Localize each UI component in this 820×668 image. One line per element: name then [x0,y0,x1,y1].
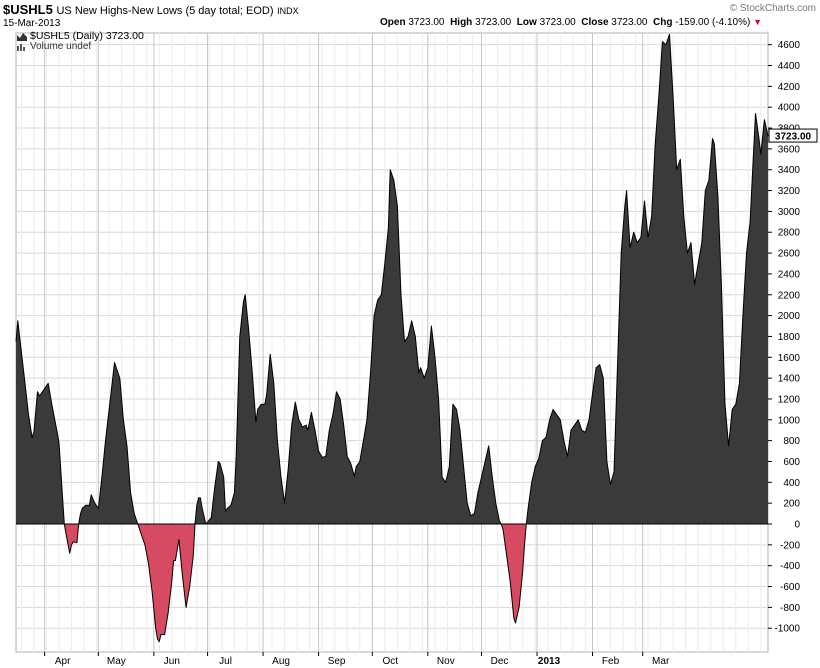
chart-date: 15-Mar-2013 [3,18,61,29]
y-tick-label: 3600 [778,144,801,155]
high-label: High [450,17,473,28]
y-tick-label: -200 [780,540,800,551]
y-tick-label: 2400 [778,269,801,280]
x-tick-label: Jun [164,656,180,667]
y-tick-label: 1400 [778,374,801,385]
y-tick-label: 2200 [778,290,801,301]
y-tick-label: -400 [780,561,800,572]
area-series [15,33,769,643]
y-tick-label: 800 [783,436,800,447]
x-axis-labels: Apr May Jun Jul Aug Sep Oct Nov Dec 2013 Feb Mar [55,656,670,667]
x-tick-label: Nov [437,656,455,667]
y-tick-label: 4000 [778,103,801,114]
x-tick-label: Aug [272,656,290,667]
x-tick-label: Dec [491,656,509,667]
chart-title: $USHL5 US New Highs-New Lows (5 day tota… [3,2,299,17]
positive-area [205,169,502,524]
volume-legend-label: Volume undef [30,41,92,52]
y-tick-label: 3000 [778,207,801,218]
close-value: 3723.00 [611,17,648,28]
x-tick-label: Sep [328,656,346,667]
y-tick-label: 3200 [778,186,801,197]
y-tick-label: 1600 [778,353,801,364]
brand-label[interactable]: © StockCharts.com [729,3,816,14]
series-line [15,33,769,643]
last-value-label: 3723.00 [775,132,812,143]
series-legend-label: $USHL5 (Daily) 3723.00 [30,30,144,42]
x-tick-label: May [107,656,126,667]
x-tick-label: Oct [383,656,399,667]
y-tick-label: -1000 [774,624,800,635]
y-tick-label: 600 [783,457,800,468]
y-tick-label: 2800 [778,228,801,239]
last-value-box [768,128,818,143]
y-tick-label: 1800 [778,332,801,343]
y-axis-labels: -1000 -800 -600 -400 -200 0 200 400 600 800 1000 12… [774,40,800,635]
area-chart-icon [17,32,27,41]
y-tick-label: 1000 [778,415,801,426]
ohlc-readout: Open 3723.00 High 3723.00 Low 3723.00 Cl… [380,17,762,28]
volume-legend: Volume undef [17,41,91,52]
symbol-label: $USHL5 [3,2,53,17]
x-tick-label: Apr [55,656,71,667]
positive-area [195,497,206,524]
close-label: Close [581,17,609,28]
open-label: Open [380,17,406,28]
volume-bars-icon [17,43,25,51]
exchange-label: INDX [277,6,299,16]
low-value: 3723.00 [539,17,576,28]
y-tick-label: 4200 [778,82,801,93]
axes [44,44,772,656]
symbol-description: US New Highs-New Lows (5 day total; EOD) [56,5,274,17]
y-tick-label: 400 [783,478,800,489]
y-tick-label: 1200 [778,394,801,405]
open-value: 3723.00 [408,17,445,28]
y-tick-label: 4400 [778,61,801,72]
y-tick-label: 2600 [778,249,801,260]
chg-label: Chg [653,17,673,28]
y-tick-label: 2000 [778,311,801,322]
x-tick-label: Feb [602,656,620,667]
y-tick-label: -600 [780,582,800,593]
y-tick-label: 200 [783,499,800,510]
positive-area [78,362,138,524]
negative-area [64,524,79,554]
negative-area [501,524,527,623]
last-value-marker: 3723.00 [768,128,818,143]
y-tick-label: 0 [794,520,800,531]
high-value: 3723.00 [475,17,512,28]
y-tick-label: -800 [780,603,800,614]
x-tick-label: 2013 [538,656,561,667]
low-label: Low [516,17,537,28]
x-tick-label: Jul [219,656,232,667]
y-tick-label: 3400 [778,165,801,176]
positive-area [526,34,768,525]
y-tick-label: 4600 [778,40,801,51]
chg-value: -159.00 (-4.10%) [675,17,751,28]
positive-area [16,320,65,524]
x-tick-label: Mar [652,656,670,667]
series-legend: $USHL5 (Daily) 3723.00 [17,30,144,42]
down-arrow-icon: ▼ [753,17,762,27]
